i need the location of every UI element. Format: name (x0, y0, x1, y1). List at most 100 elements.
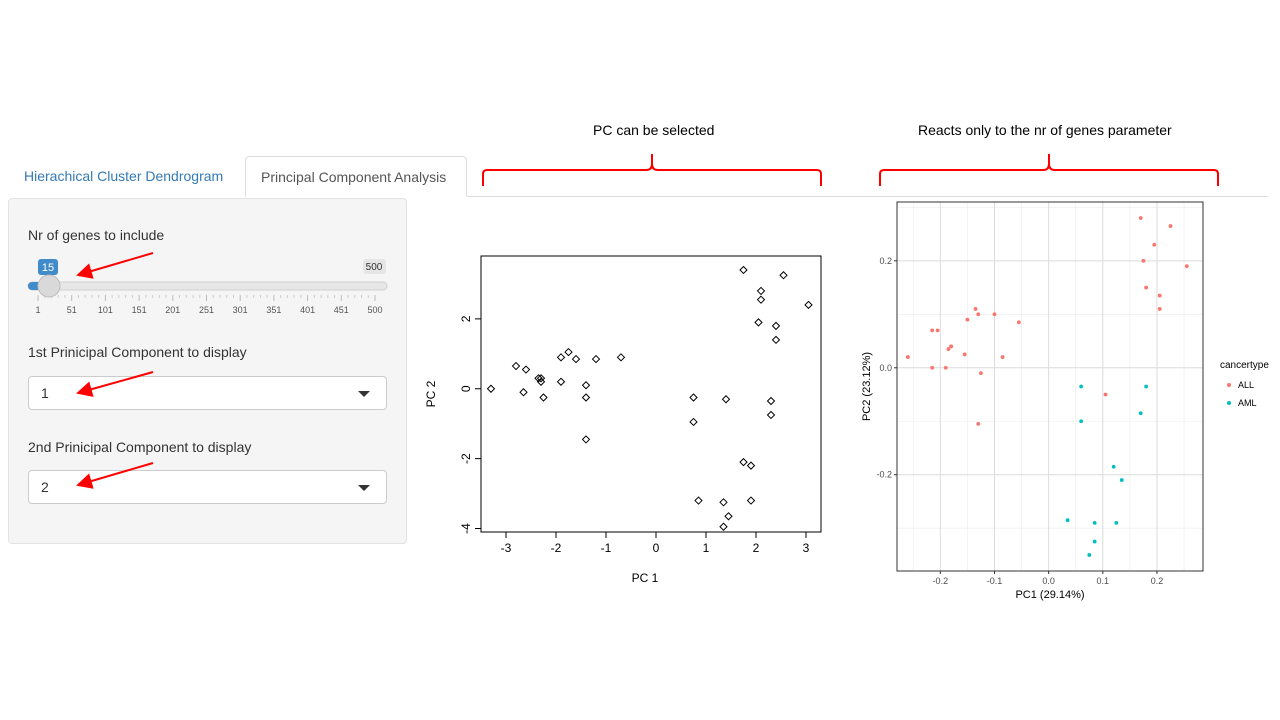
slider-handle[interactable] (37, 274, 61, 298)
scatter-point (724, 512, 733, 521)
y-tick-label: 0 (459, 385, 473, 392)
scatter-point (754, 318, 763, 327)
scatter-point-all (905, 355, 910, 359)
scatter-point (771, 335, 781, 345)
slider-tick-label: 101 (98, 305, 113, 315)
slider-tick-label: 351 (266, 305, 281, 315)
chevron-down-icon (358, 485, 370, 491)
slider-value-badge (38, 259, 58, 275)
scatter-point-all (943, 365, 948, 370)
x-tick-label: -3 (501, 541, 512, 555)
scatter-point-all (930, 365, 935, 370)
y-axis-label: PC 2 (424, 380, 438, 407)
scatter-point (581, 393, 591, 402)
scatter-point-all (962, 352, 967, 357)
slider-tick-label: 401 (300, 305, 315, 315)
scatter-point (739, 457, 748, 467)
y-tick-label: 2 (459, 315, 473, 322)
legend-title: cancertype (1220, 360, 1269, 371)
scatter-point (556, 353, 566, 362)
scatter-point (571, 354, 581, 364)
pc1-select-value: 1 (41, 385, 49, 401)
annotation-bracket-right (879, 154, 1219, 186)
legend-key (1227, 401, 1231, 405)
scatter-point (519, 388, 528, 397)
slider-max-text: 500 (366, 262, 383, 273)
slider-tick-label: 151 (132, 305, 147, 315)
scatter-point-all (976, 422, 981, 426)
scatter-point (804, 300, 813, 310)
scatter-point-aml (1087, 553, 1092, 557)
scatter-point (616, 353, 626, 362)
slider-tick-label: 301 (233, 305, 248, 315)
scatter-point-aml (1092, 520, 1097, 525)
scatter-point (746, 496, 756, 505)
scatter-point-aml (1079, 419, 1084, 424)
tab-hierarchical-cluster-dendrogram[interactable]: Hierachical Cluster Dendrogram (24, 168, 224, 184)
scatter-point (536, 374, 546, 383)
scatter-point-all (979, 371, 983, 376)
scatter-point-aml (1144, 384, 1149, 389)
x-tick-label: -0.2 (933, 576, 949, 586)
scatter-point (779, 271, 788, 280)
y-tick-label: -4 (459, 523, 473, 534)
x-tick-label: 0.2 (1151, 576, 1164, 586)
scatter-point-all (930, 328, 935, 333)
plot-panel-border (896, 201, 1204, 572)
scatter-point-all (1016, 320, 1021, 325)
slider-tick-label: 251 (199, 305, 214, 315)
scatter-point (534, 374, 543, 383)
sidebar-panel: Nr of genes to include 15 500 1 51 101 151 2… (8, 198, 407, 544)
scatter-point (766, 396, 776, 406)
scatter-point (581, 435, 591, 444)
x-tick-label: 1 (703, 541, 710, 555)
plot-panel (896, 201, 1204, 572)
scatter-point-all (965, 317, 970, 322)
scatter-point-all (1168, 224, 1173, 228)
legend-label: ALL (1238, 380, 1254, 390)
chevron-down-icon (358, 391, 370, 397)
scatter-point-aml (1079, 384, 1084, 389)
scatter-point (756, 295, 766, 304)
plot-frame (480, 255, 822, 533)
annotation-pc-selectable: PC can be selected (593, 122, 715, 138)
scatter-point (539, 393, 548, 402)
scatter-point (536, 377, 546, 386)
scatter-point (721, 395, 731, 404)
slider-tick-label: 201 (165, 305, 180, 315)
x-tick-label: 0.1 (1097, 576, 1110, 586)
y-tick-label: 0.2 (879, 256, 892, 266)
slider-value-text: 15 (42, 262, 54, 274)
scatter-point (719, 522, 728, 531)
scatter-point-all (973, 307, 978, 311)
scatter-point-all (1184, 264, 1189, 269)
x-axis-label: PC1 (29.14%) (1015, 589, 1084, 601)
slider-max-badge (363, 259, 386, 274)
scatter-point-all (1141, 258, 1146, 263)
x-tick-label: -1 (601, 541, 612, 555)
scatter-point (719, 498, 728, 507)
genes-slider-label: Nr of genes to include (28, 227, 165, 243)
y-tick-label: -0.2 (876, 470, 892, 480)
scatter-point-all (1152, 242, 1157, 247)
annotation-bracket-left (482, 154, 822, 186)
scatter-point-all (1157, 293, 1162, 298)
scatter-point (581, 381, 591, 390)
scatter-point-all (992, 312, 997, 317)
arrow-to-slider (76, 252, 154, 279)
scatter-point-all (946, 347, 951, 351)
scatter-point-aml (1138, 411, 1143, 416)
scatter-point-all (949, 344, 954, 349)
scatter-point (766, 410, 776, 420)
tab-bar-border (467, 196, 1268, 197)
scatter-point-aml (1119, 478, 1124, 482)
scatter-point-all (1157, 307, 1162, 311)
tab-principal-component-analysis[interactable]: Principal Component Analysis (245, 156, 467, 197)
x-tick-label: 2 (753, 541, 760, 555)
scatter-point (689, 393, 698, 402)
legend-label: AML (1238, 398, 1257, 408)
genes-slider[interactable]: 15 500 1 51 101 151 201 251 301 351 401 451 500 (9, 254, 406, 324)
pca-base-scatter-plot: -3 -2 -1 0 1 2 3 -4 -2 0 2 PC 1 PC 2 (424, 255, 822, 585)
x-tick-label: 3 (803, 541, 810, 555)
